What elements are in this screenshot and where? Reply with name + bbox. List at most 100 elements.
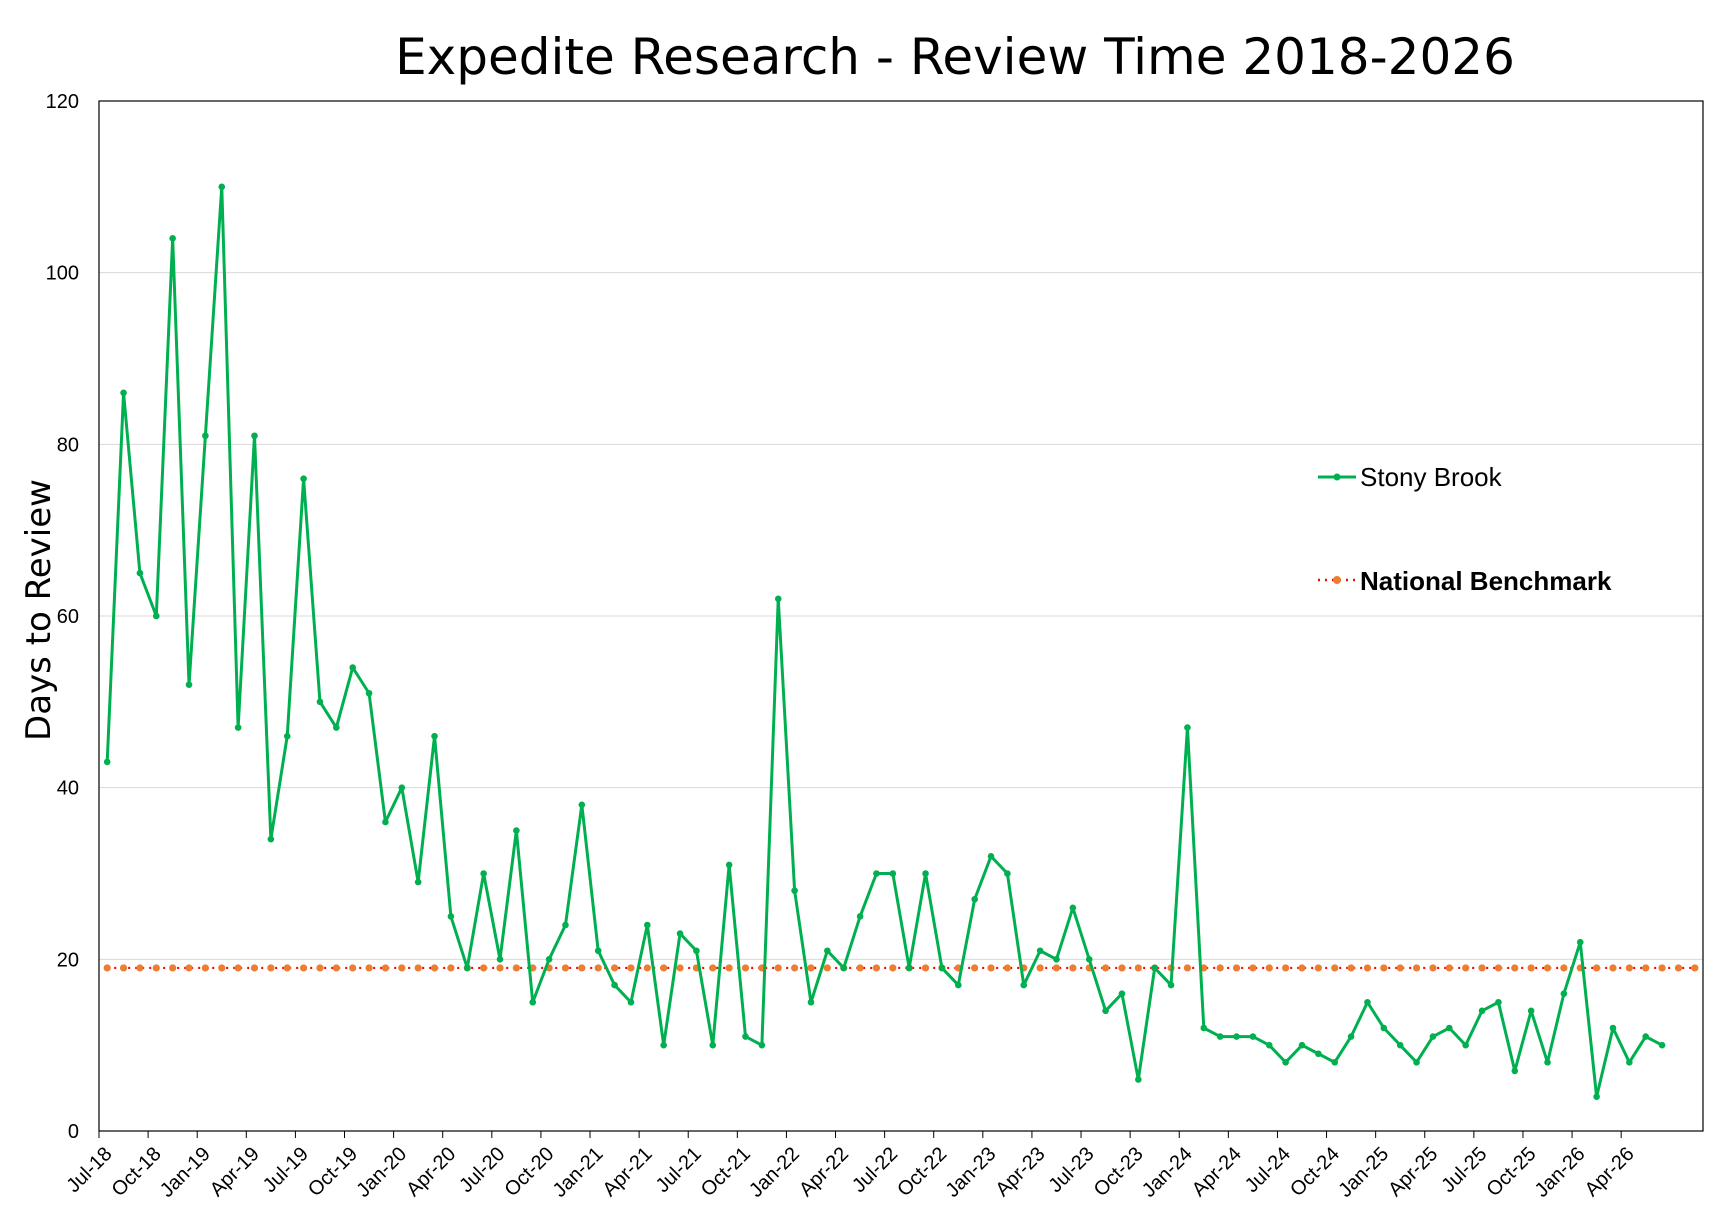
stony-brook-point (856, 913, 864, 920)
y-tick-label: 60 (57, 606, 79, 628)
stony-brook-point (1069, 904, 1077, 912)
benchmark-point (643, 964, 651, 972)
stony-brook-point (627, 998, 635, 1006)
x-tick-label: Apr-26 (1581, 1143, 1639, 1201)
stony-brook-point (1020, 981, 1028, 989)
benchmark-point (218, 964, 226, 972)
benchmark-point (480, 964, 488, 972)
benchmark-point (676, 964, 684, 972)
stony-brook-point (1282, 1059, 1289, 1066)
x-tick-label: Oct-22 (893, 1143, 951, 1201)
benchmark-point (1609, 964, 1617, 972)
stony-brook-point (725, 861, 733, 869)
benchmark-point (1265, 964, 1273, 972)
benchmark-point (136, 964, 144, 972)
stony-brook-point (1576, 938, 1584, 946)
benchmark-point (169, 964, 177, 972)
benchmark-point (856, 964, 864, 972)
stony-brook-point (300, 475, 307, 482)
stony-brook-point (1085, 956, 1093, 963)
stony-brook-point (611, 981, 618, 989)
benchmark-point (971, 964, 979, 972)
y-tick-label: 80 (57, 434, 79, 456)
x-tick-label: Oct-23 (1090, 1143, 1148, 1201)
stony-brook-point (594, 947, 602, 955)
benchmark-point (807, 964, 815, 972)
stony-brook-point (1036, 947, 1044, 955)
x-tick-label: Jul-25 (1437, 1143, 1491, 1197)
y-tick-label: 120 (46, 91, 79, 113)
x-tick-label: Apr-25 (1384, 1143, 1442, 1201)
legend-label-stony-brook: Stony Brook (1360, 462, 1503, 492)
stony-brook-point (1233, 1033, 1240, 1040)
stony-brook-point (1298, 1041, 1306, 1049)
legend-item-national-benchmark: National Benchmark (1318, 566, 1612, 596)
x-tick-label: Jul-19 (259, 1143, 313, 1197)
stony-brook-point (1527, 1007, 1535, 1015)
benchmark-point (1511, 964, 1519, 972)
legend-marker-national-benchmark (1333, 576, 1341, 584)
stony-brook-point (414, 878, 422, 886)
stony-brook-point (480, 870, 487, 877)
benchmark-point (725, 964, 733, 972)
x-tick-label: Oct-24 (1286, 1143, 1344, 1201)
stony-brook-point (529, 998, 537, 1006)
benchmark-point (447, 964, 455, 972)
benchmark-point (1052, 964, 1061, 972)
stony-brook-point (1151, 964, 1158, 972)
stony-brook-point (365, 689, 373, 697)
stony-brook-point (545, 956, 553, 963)
stony-brook-series (103, 183, 1666, 1100)
stony-brook-point (202, 432, 209, 440)
stony-brook-point (922, 870, 929, 877)
stony-brook-point (905, 964, 913, 972)
stony-brook-point (693, 947, 700, 955)
stony-brook-point (398, 784, 406, 791)
benchmark-point (872, 964, 881, 972)
x-tick-label: Apr-20 (402, 1143, 460, 1201)
stony-brook-point (1265, 1041, 1273, 1049)
benchmark-point (119, 964, 128, 972)
stony-brook-point (807, 998, 815, 1006)
benchmark-point (1658, 964, 1666, 972)
stony-brook-point (578, 801, 586, 809)
stony-brook-point (1642, 1033, 1650, 1040)
y-tick-label: 100 (46, 263, 79, 285)
stony-brook-point (513, 827, 520, 834)
stony-brook-point (1249, 1033, 1257, 1040)
benchmark-point (103, 964, 111, 972)
benchmark-point (1282, 964, 1290, 972)
stony-brook-point (1216, 1033, 1224, 1040)
benchmark-point (741, 964, 750, 972)
stony-brook-point (251, 432, 258, 440)
stony-brook-point (136, 569, 144, 577)
benchmark-point (921, 964, 930, 972)
benchmark-point (512, 964, 520, 972)
stony-brook-point (283, 732, 291, 740)
stony-brook-point (382, 818, 389, 826)
benchmark-point (201, 964, 209, 972)
stony-brook-point (1135, 1076, 1142, 1083)
benchmark-point (1134, 964, 1142, 972)
stony-brook-point (660, 1041, 667, 1049)
benchmark-point (1314, 964, 1322, 972)
x-tick-label: Apr-24 (1188, 1143, 1246, 1201)
x-tick-label: Apr-19 (206, 1143, 264, 1201)
x-tick-label: Jan-20 (352, 1143, 411, 1202)
benchmark-point (1445, 964, 1453, 972)
stony-brook-point (267, 835, 275, 843)
benchmark-point (1527, 964, 1535, 972)
benchmark-point (349, 964, 357, 972)
benchmark-point (1543, 964, 1552, 972)
benchmark-point (594, 964, 602, 972)
benchmark-point (299, 964, 308, 972)
chart-title: Expedite Research - Review Time 2018-202… (395, 28, 1515, 86)
gridlines (99, 272, 1703, 960)
x-tick-label: Jul-18 (62, 1143, 116, 1197)
national-benchmark-series (103, 964, 1699, 972)
benchmark-point (1429, 964, 1437, 972)
plot-area (98, 100, 1704, 1132)
stony-brook-point (349, 664, 356, 671)
stony-brook-point (1118, 990, 1126, 997)
stony-brook-point (1380, 1024, 1388, 1032)
